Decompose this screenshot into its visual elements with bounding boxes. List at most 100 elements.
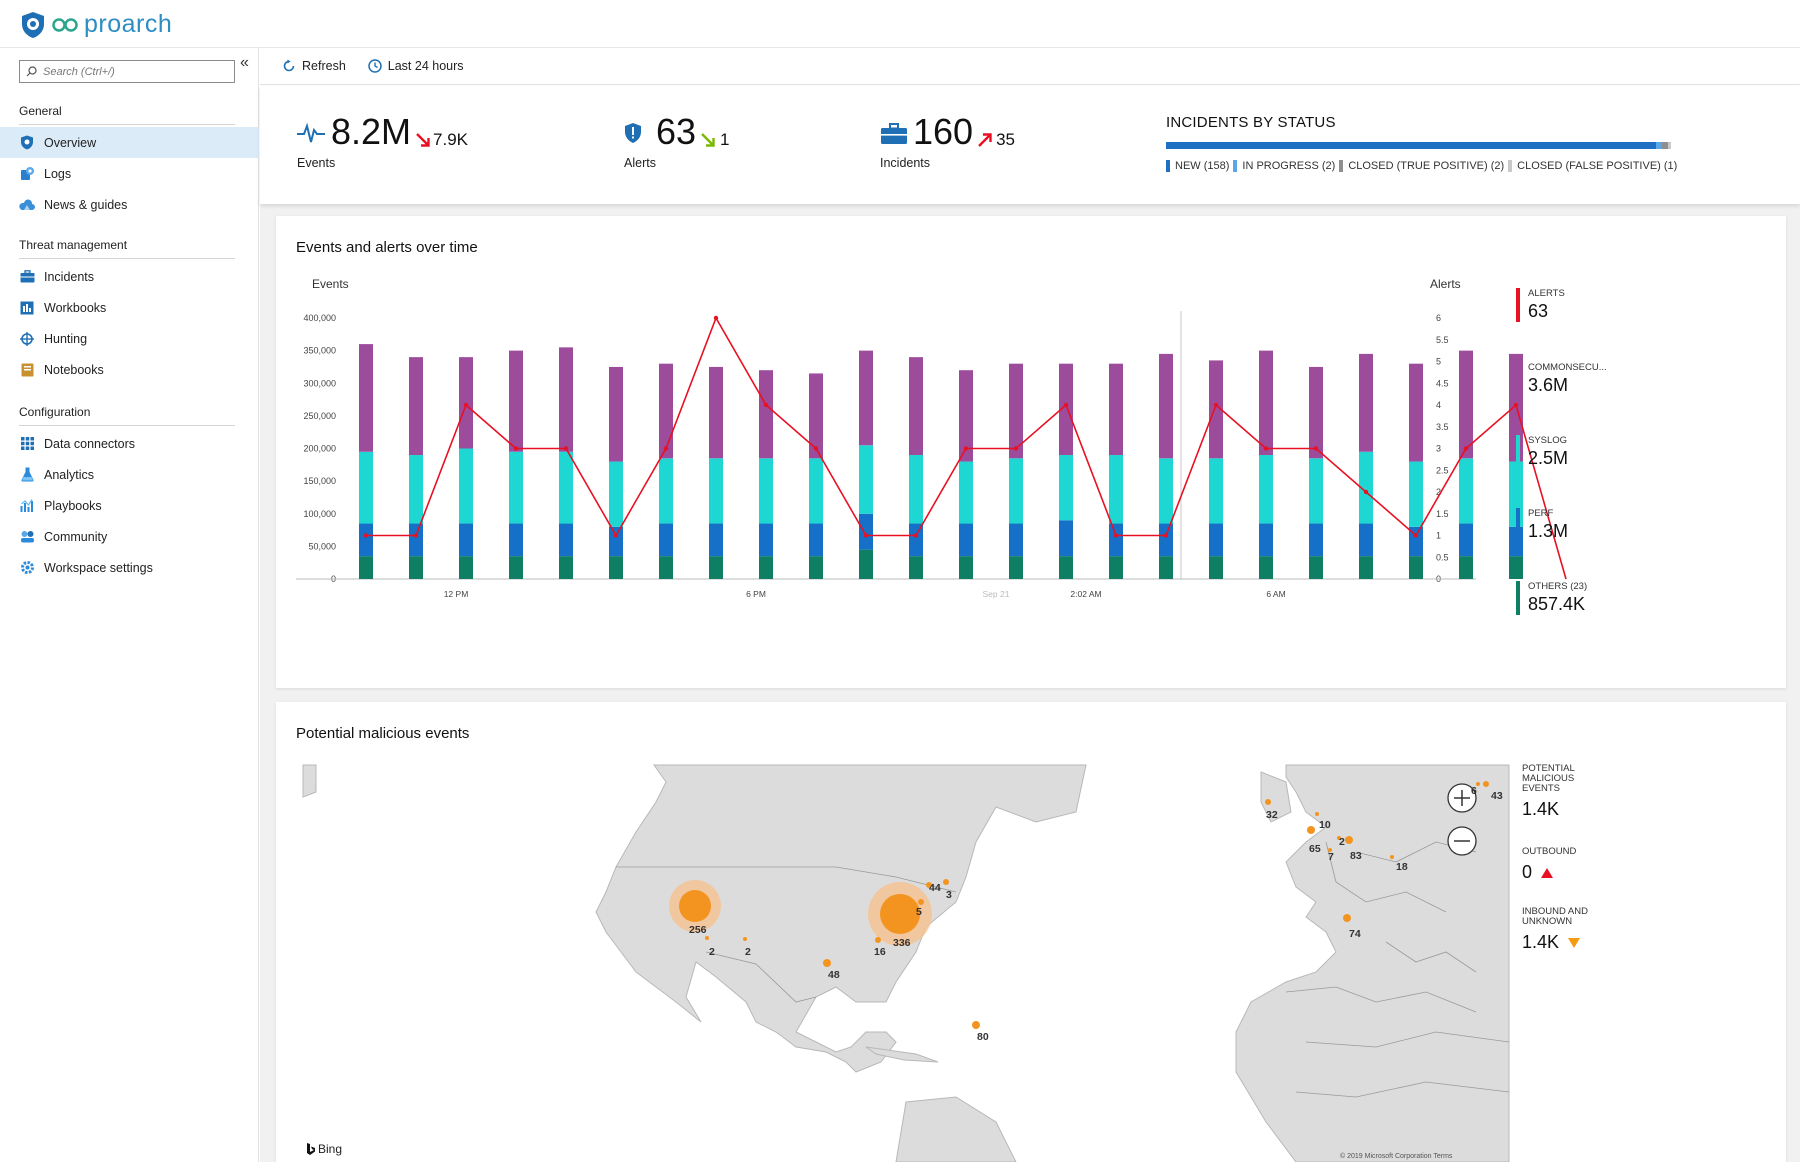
bar-segment[interactable] [1009, 363, 1023, 459]
map-point[interactable] [743, 937, 747, 941]
bar-segment[interactable] [1209, 360, 1223, 459]
bar-segment[interactable] [1459, 350, 1473, 459]
bar-segment[interactable] [559, 347, 573, 452]
map-point[interactable] [1265, 799, 1271, 805]
alerts-point[interactable] [963, 446, 969, 451]
bar-segment[interactable] [509, 451, 523, 524]
bar-segment[interactable] [709, 366, 723, 459]
alerts-point[interactable] [463, 402, 469, 408]
bar-segment[interactable] [459, 523, 473, 557]
bar-segment[interactable] [659, 556, 673, 579]
bar-segment[interactable] [759, 370, 773, 459]
map-point[interactable] [823, 959, 831, 967]
status-legend-item[interactable]: CLOSED (FALSE POSITIVE) (1) [1508, 160, 1677, 172]
alerts-point[interactable] [813, 446, 819, 451]
alerts-point[interactable] [413, 533, 419, 538]
alerts-point[interactable] [1213, 402, 1219, 408]
status-segment[interactable] [1667, 142, 1671, 149]
status-segment[interactable] [1655, 142, 1662, 149]
map-point[interactable] [1345, 836, 1353, 844]
status-legend-item[interactable]: CLOSED (TRUE POSITIVE) (2) [1339, 160, 1504, 172]
alerts-point[interactable] [1363, 489, 1369, 495]
bar-segment[interactable] [509, 556, 523, 579]
bar-segment[interactable] [609, 461, 623, 527]
map-point[interactable] [1343, 914, 1351, 922]
kpi-incidents[interactable]: 160 35 Incidents [880, 114, 1015, 171]
bar-segment[interactable] [1309, 556, 1323, 579]
bar-segment[interactable] [1359, 451, 1373, 524]
bar-segment[interactable] [359, 556, 373, 579]
alerts-point[interactable] [1513, 402, 1519, 408]
bar-segment[interactable] [1459, 458, 1473, 524]
sidebar-item-logs[interactable]: Logs [0, 158, 259, 189]
map-point[interactable] [1390, 855, 1394, 859]
bar-segment[interactable] [609, 366, 623, 462]
inbound-unknown-stat[interactable]: INBOUND AND UNKNOWN 1.4K [1522, 907, 1597, 953]
bar-segment[interactable] [759, 458, 773, 524]
map-point[interactable] [1307, 826, 1315, 834]
bar-segment[interactable] [409, 556, 423, 579]
sidebar-item-data-connectors[interactable]: Data connectors [0, 428, 259, 459]
kpi-events[interactable]: 8.2M 7.9K Events [297, 114, 468, 170]
potential-malicious-events-stat[interactable]: POTENTIAL MALICIOUS EVENTS 1.4K [1522, 764, 1584, 820]
bar-segment[interactable] [1209, 523, 1223, 557]
bar-segment[interactable] [1359, 556, 1373, 579]
bar-segment[interactable] [1009, 556, 1023, 579]
bar-segment[interactable] [1059, 363, 1073, 456]
bar-segment[interactable] [909, 455, 923, 524]
bar-segment[interactable] [509, 523, 523, 557]
sidebar-item-workbooks[interactable]: Workbooks [0, 292, 259, 323]
bar-segment[interactable] [459, 556, 473, 579]
bar-segment[interactable] [1309, 366, 1323, 459]
bar-segment[interactable] [759, 523, 773, 557]
map-point[interactable] [875, 937, 881, 943]
bar-segment[interactable] [1009, 523, 1023, 557]
bar-segment[interactable] [1259, 350, 1273, 456]
sidebar-item-overview[interactable]: Overview [0, 127, 259, 158]
bar-segment[interactable] [409, 523, 423, 557]
bar-segment[interactable] [1059, 455, 1073, 521]
sidebar-item-workspace-settings[interactable]: Workspace settings [0, 552, 259, 583]
sidebar-item-analytics[interactable]: Analytics [0, 459, 259, 490]
alerts-point[interactable] [913, 533, 919, 538]
alerts-point[interactable] [763, 402, 769, 408]
map-point[interactable] [918, 899, 924, 905]
map-point[interactable] [926, 882, 932, 888]
alerts-point[interactable] [513, 446, 519, 451]
bar-segment[interactable] [909, 523, 923, 557]
alerts-point[interactable] [563, 446, 569, 451]
map-point[interactable] [1476, 782, 1480, 786]
kpi-alerts[interactable]: 63 1 Alerts [624, 114, 730, 171]
bar-segment[interactable] [809, 556, 823, 579]
bar-segment[interactable] [709, 523, 723, 557]
bar-segment[interactable] [1459, 556, 1473, 579]
sidebar-item-notebooks[interactable]: Notebooks [0, 354, 259, 385]
alerts-point[interactable] [1163, 533, 1169, 538]
map-point[interactable] [943, 879, 949, 885]
alerts-point[interactable] [863, 533, 869, 538]
bar-segment[interactable] [759, 556, 773, 579]
bar-segment[interactable] [709, 458, 723, 524]
bar-segment[interactable] [1409, 461, 1423, 527]
map-point[interactable] [880, 894, 920, 934]
alerts-point[interactable] [1313, 446, 1319, 451]
alerts-point[interactable] [613, 533, 619, 538]
map-point[interactable] [1315, 812, 1319, 816]
map-point[interactable] [1337, 836, 1341, 840]
sidebar-item-news-guides[interactable]: News & guides [0, 189, 259, 220]
bar-segment[interactable] [609, 556, 623, 579]
alerts-point[interactable] [1263, 446, 1269, 451]
alerts-point[interactable] [1113, 533, 1119, 538]
sidebar-item-hunting[interactable]: Hunting [0, 323, 259, 354]
sidebar-item-incidents[interactable]: Incidents [0, 261, 259, 292]
bar-segment[interactable] [659, 363, 673, 459]
brand-logo[interactable]: proarch [20, 10, 172, 39]
bar-segment[interactable] [1159, 523, 1173, 557]
alerts-point[interactable] [1063, 402, 1069, 408]
bar-segment[interactable] [559, 523, 573, 557]
bar-segment[interactable] [359, 451, 373, 524]
alerts-point[interactable] [1013, 446, 1019, 451]
bar-segment[interactable] [809, 373, 823, 459]
bar-segment[interactable] [859, 350, 873, 446]
